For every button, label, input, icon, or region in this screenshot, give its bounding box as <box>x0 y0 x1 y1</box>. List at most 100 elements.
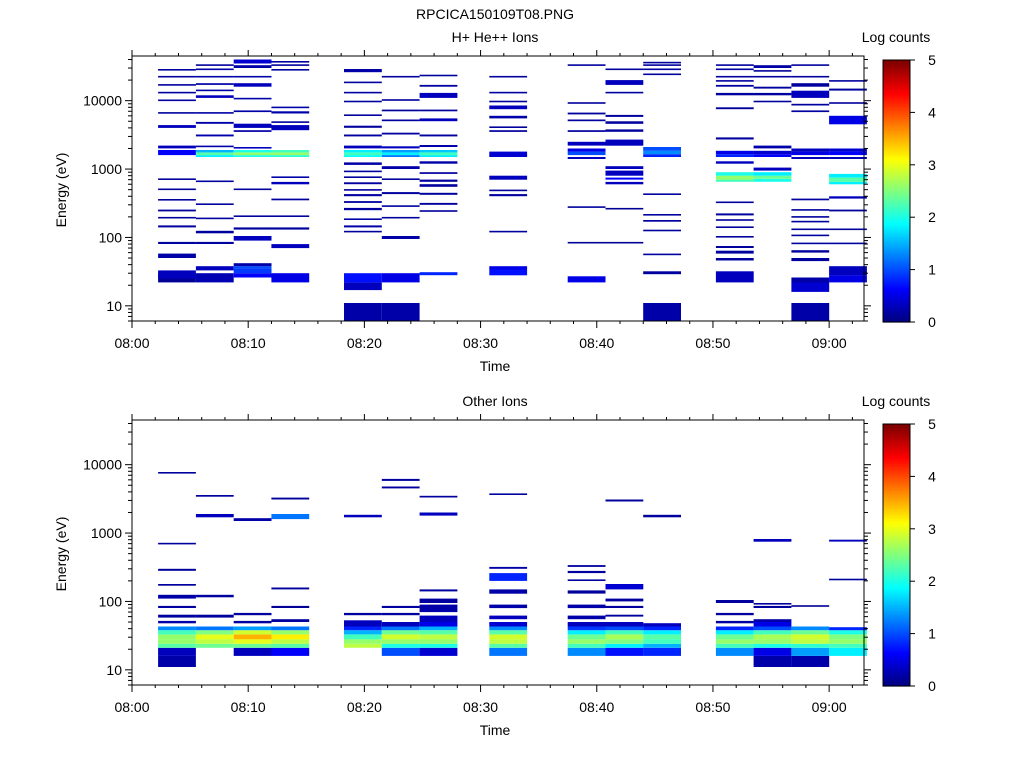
colorbar-swatch <box>883 79 910 83</box>
heatmap-cell <box>419 639 458 644</box>
colorbar-swatch <box>883 197 910 201</box>
heatmap-cell <box>344 170 382 173</box>
colorbar-swatch <box>883 624 910 628</box>
colorbar-swatch <box>883 513 910 517</box>
heatmap-cell <box>829 266 867 270</box>
x-tick-label: 08:00 <box>114 699 149 715</box>
heatmap-cell <box>715 179 754 182</box>
colorbar-swatch <box>883 613 910 617</box>
colorbar-swatch <box>883 129 910 133</box>
colorbar-swatch <box>883 576 910 580</box>
colorbar-swatch <box>883 646 910 650</box>
colorbar-swatch <box>883 629 910 633</box>
colorbar-swatch <box>883 160 910 164</box>
heatmap-cell <box>605 639 644 644</box>
heatmap-cell <box>344 639 382 644</box>
colorbar-tick-label: 2 <box>928 573 936 589</box>
colorbar-frame <box>882 59 911 323</box>
heatmap-cell <box>195 614 234 618</box>
heatmap-cell <box>195 152 234 156</box>
heatmap-cell <box>158 626 196 631</box>
heatmap-cell <box>567 579 606 581</box>
heatmap-cell <box>489 105 528 110</box>
colorbar-swatch <box>883 145 910 148</box>
heatmap-cell <box>158 84 196 86</box>
colorbar-swatch <box>883 491 910 495</box>
heatmap-cell <box>753 92 792 96</box>
heatmap-cell <box>643 193 681 195</box>
heatmap-cell <box>715 172 754 176</box>
colorbar-swatch <box>883 528 910 532</box>
heatmap-cell <box>344 201 382 203</box>
heatmap-cell <box>419 161 458 164</box>
colorbar-tick-label: 5 <box>928 416 936 432</box>
colorbar-swatch <box>883 236 910 240</box>
colorbar-swatch <box>883 509 910 512</box>
colorbar-swatch <box>883 140 910 144</box>
colorbar-swatch <box>883 469 910 473</box>
colorbar-tick-label: 1 <box>928 626 936 642</box>
heatmap-cell <box>567 630 606 635</box>
heatmap-cell <box>829 647 867 656</box>
heatmap-cell <box>753 630 792 635</box>
heatmap-cell <box>715 68 754 71</box>
heatmap-cell <box>829 181 867 185</box>
heatmap-cell <box>344 282 382 291</box>
heatmap-cell <box>715 64 754 66</box>
heatmap-cell <box>489 626 528 631</box>
heatmap-cell <box>344 207 382 211</box>
heatmap-cell <box>158 69 196 71</box>
colorbar-swatch <box>883 574 910 578</box>
heatmap-cell <box>381 486 420 489</box>
heatmap-cell <box>271 643 310 648</box>
heatmap-cell <box>381 236 420 239</box>
heatmap-cell <box>791 209 830 211</box>
colorbar-swatch <box>883 212 910 216</box>
colorbar-swatch <box>883 125 910 129</box>
panel-title: Other Ions <box>462 393 527 409</box>
heatmap-cell <box>344 114 382 116</box>
heatmap-cell <box>567 570 606 574</box>
colorbar-swatch <box>883 114 910 118</box>
heatmap-cell <box>419 145 458 147</box>
heatmap-cell <box>419 109 458 112</box>
plot-frame <box>131 419 865 686</box>
heatmap-cell <box>158 655 196 667</box>
heatmap-cell <box>271 647 310 656</box>
heatmap-cell <box>489 194 528 197</box>
heatmap-cell <box>567 634 606 640</box>
colorbar-swatch <box>883 153 910 157</box>
colorbar-swatch <box>883 239 910 242</box>
heatmap-cell <box>753 639 792 644</box>
colorbar-swatch <box>883 541 910 545</box>
heatmap-cell <box>489 115 528 119</box>
colorbar-swatch <box>883 289 910 293</box>
heatmap-cell <box>344 218 382 220</box>
colorbar-swatch <box>883 273 910 277</box>
colorbar-swatch <box>883 260 910 264</box>
heatmap-cell <box>489 647 528 656</box>
heatmap-cell <box>419 615 458 622</box>
colorbar-swatch <box>883 607 910 611</box>
colorbar-frame <box>882 423 911 687</box>
heatmap-cell <box>419 172 458 174</box>
heatmap-cell <box>791 75 830 78</box>
colorbar-swatch <box>883 448 910 451</box>
y-tick-label: 1000 <box>91 525 122 541</box>
colorbar-swatch <box>883 596 910 600</box>
heatmap-cell <box>567 615 606 620</box>
heatmap-cell <box>233 147 272 149</box>
colorbar-swatch <box>883 302 910 306</box>
heatmap-cell <box>791 110 830 113</box>
heatmap-cell <box>271 227 310 230</box>
heatmap-cell <box>791 250 830 253</box>
heatmap-cell <box>158 188 196 191</box>
colorbar-swatch <box>883 164 910 168</box>
heatmap-cell <box>753 634 792 640</box>
colorbar-swatch <box>883 443 910 447</box>
heatmap-cell <box>271 64 310 66</box>
heatmap-cell <box>419 118 458 122</box>
heatmap-cell <box>605 626 644 631</box>
heatmap-cell <box>271 125 310 131</box>
heatmap-cell <box>605 499 644 502</box>
